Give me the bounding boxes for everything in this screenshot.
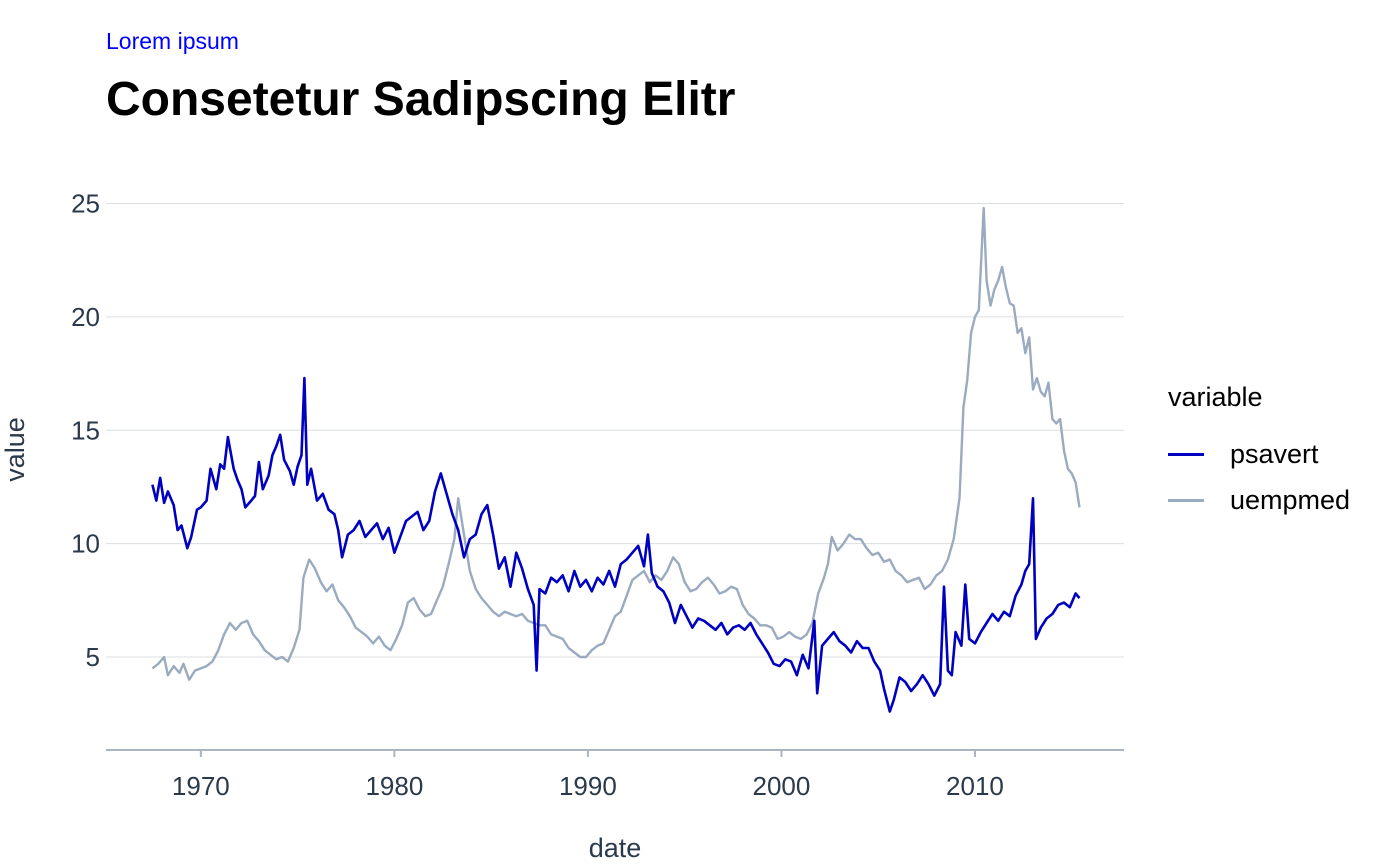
legend-key-psavert bbox=[1168, 452, 1204, 456]
x-axis-title: date bbox=[589, 833, 642, 863]
y-tick-label: 10 bbox=[71, 529, 100, 559]
legend-label-uempmed: uempmed bbox=[1230, 484, 1351, 515]
y-tick-label: 15 bbox=[71, 415, 100, 445]
gridlines bbox=[106, 203, 1124, 658]
x-tick-label: 1990 bbox=[559, 771, 617, 801]
y-tick-label: 5 bbox=[86, 642, 100, 672]
legend-item-uempmed: uempmed bbox=[1168, 477, 1350, 523]
chart-subtitle: Lorem ipsum bbox=[106, 28, 239, 54]
legend-title: variable bbox=[1168, 382, 1263, 412]
y-tick-label: 20 bbox=[71, 302, 100, 332]
y-tick-label: 25 bbox=[71, 189, 100, 219]
legend-item-psavert: psavert bbox=[1168, 431, 1350, 477]
series-line-psavert bbox=[151, 376, 1081, 713]
chart-title: Consetetur Sadipscing Elitr bbox=[106, 73, 736, 126]
x-tick-label: 2010 bbox=[946, 771, 1004, 801]
legend: variable psavert uempmed bbox=[1168, 382, 1350, 523]
x-tick-label: 1980 bbox=[365, 771, 423, 801]
series-lines bbox=[151, 206, 1081, 713]
legend-key-uempmed bbox=[1168, 498, 1204, 502]
y-axis-title: value bbox=[0, 417, 30, 482]
x-tick-label: 1970 bbox=[172, 771, 230, 801]
tick-labels: 5 10 15 20 25 1970 1980 1990 2000 2010 bbox=[71, 189, 1004, 801]
legend-label-psavert: psavert bbox=[1230, 438, 1319, 469]
x-tick-label: 2000 bbox=[753, 771, 811, 801]
series-line-uempmed bbox=[151, 206, 1081, 681]
